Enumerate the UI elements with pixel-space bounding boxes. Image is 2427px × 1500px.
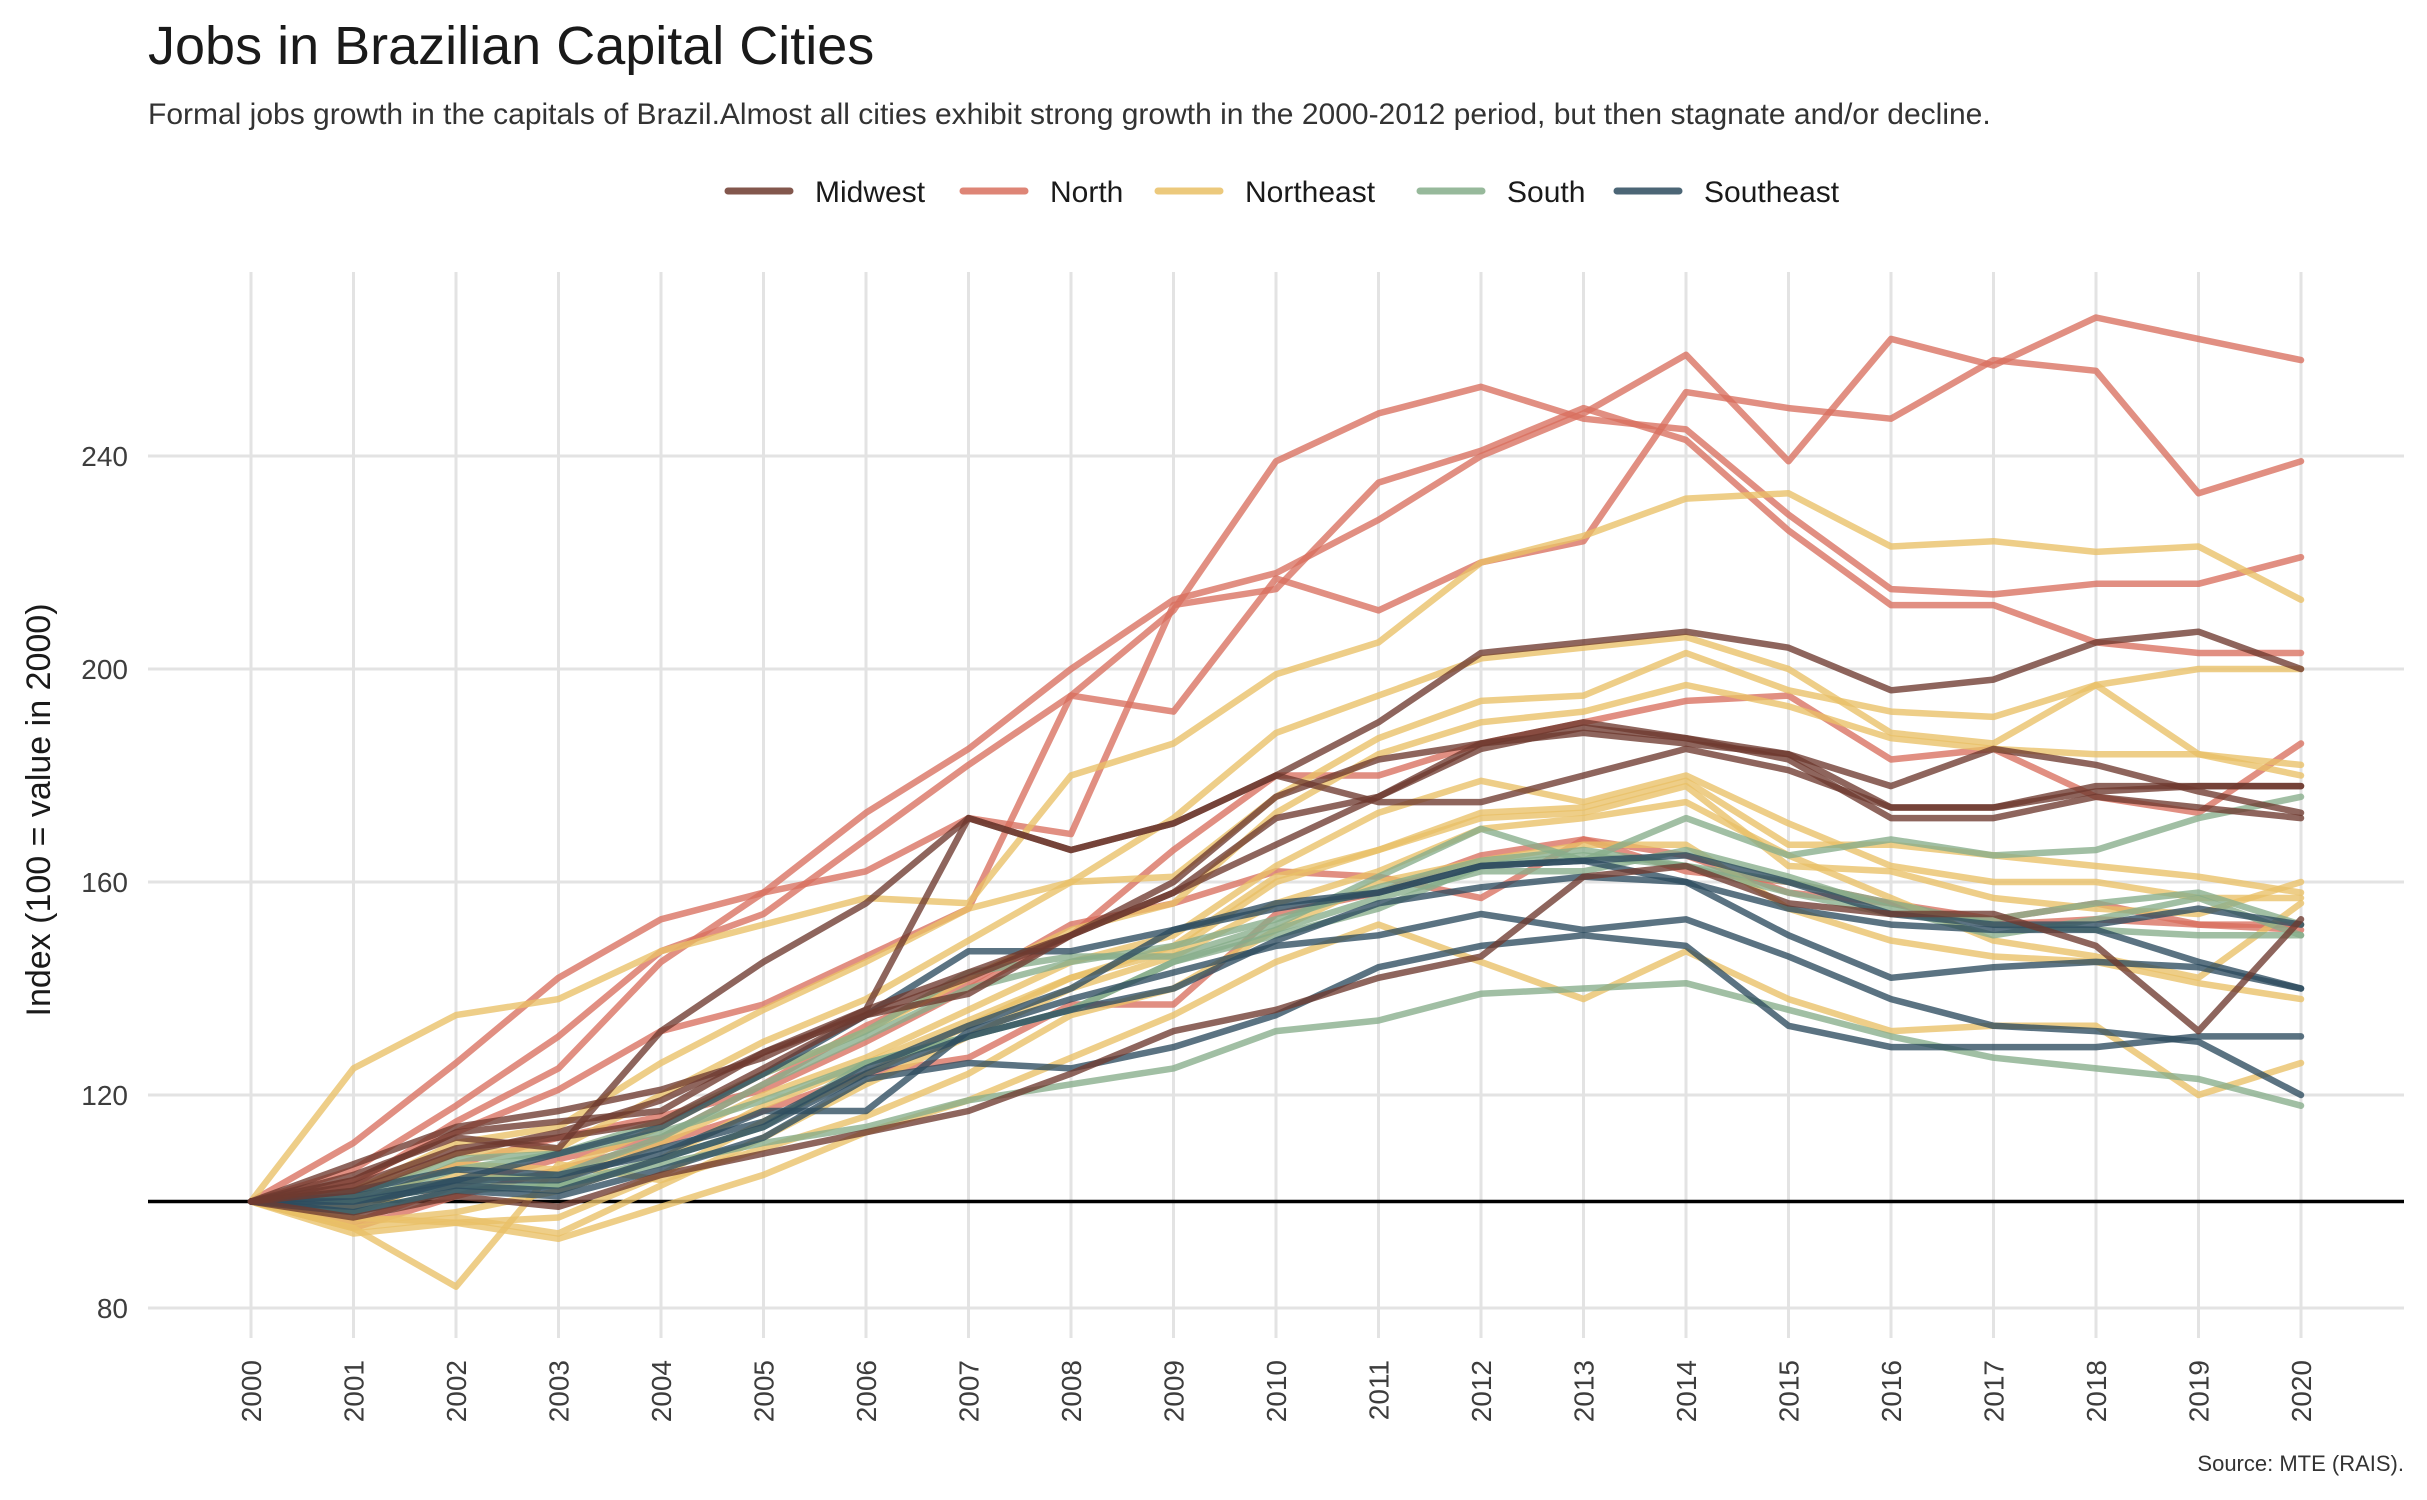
x-tick-label: 2000 [236,1360,267,1422]
x-tick-label: 2005 [749,1360,780,1422]
x-tick-label: 2004 [646,1360,677,1422]
legend-label-northeast: Northeast [1245,176,1376,209]
chart-subtitle: Formal jobs growth in the capitals of Br… [148,98,1991,131]
x-tick-label: 2013 [1569,1360,1600,1422]
y-tick-label: 80 [97,1293,128,1324]
y-axis-title: Index (100 = value in 2000) [20,603,58,1016]
x-tick-labels: 2000 2001 2002 2003 2004 2005 2006 2007 2008 2009… [236,1360,2317,1422]
legend-label-midwest: Midwest [815,176,926,209]
chart-caption: Source: MTE (RAIS). [2197,1451,2404,1476]
x-tick-label: 2020 [2286,1360,2317,1422]
x-tick-label: 2003 [544,1360,575,1422]
series-line-southeast [247,873,2305,1205]
series-line-southeast [247,852,2305,1205]
series-line-north [247,404,2305,1205]
series-line-northeast [247,921,2305,1243]
x-tick-label: 2014 [1671,1360,1702,1422]
series-line-midwest [247,724,2305,1205]
series-lines [247,314,2305,1290]
x-tick-label: 2007 [954,1360,985,1422]
y-tick-label: 120 [81,1080,128,1111]
y-tick-labels: 80 120 160 200 240 [81,441,128,1324]
x-tick-label: 2002 [441,1360,472,1422]
series-line-north [247,383,2305,1205]
x-tick-label: 2019 [2184,1360,2215,1422]
series-line-midwest [247,719,2305,1205]
x-tick-label: 2017 [1979,1360,2010,1422]
x-tick-label: 2018 [2081,1360,2112,1422]
x-tick-label: 2011 [1364,1360,1395,1420]
series-line-northeast [247,681,2305,1211]
x-tick-label: 2009 [1159,1360,1190,1422]
series-line-midwest [247,862,2305,1221]
legend-label-south: South [1507,176,1585,209]
x-tick-label: 2006 [851,1360,882,1422]
series-line-southeast [247,857,2305,1211]
chart-title: Jobs in Brazilian Capital Cities [148,16,874,76]
x-tick-label: 2008 [1056,1360,1087,1422]
legend-label-southeast: Southeast [1704,176,1840,209]
x-tick-label: 2015 [1774,1360,1805,1422]
legend-label-north: North [1050,176,1123,209]
series-line-north [247,356,2305,1205]
series-line-southeast [247,932,2305,1216]
y-tick-label: 200 [81,654,128,685]
series-line-northeast [247,490,2305,1205]
y-tick-label: 160 [81,867,128,898]
x-tick-label: 2012 [1466,1360,1497,1422]
series-line-midwest [247,729,2305,1205]
y-tick-label: 240 [81,441,128,472]
series-line-north [247,314,2305,1205]
x-tick-label: 2010 [1261,1360,1292,1422]
legend: Midwest North Northeast South Southeast [724,176,1840,209]
x-tick-label: 2001 [339,1360,370,1422]
x-tick-label: 2016 [1876,1360,1907,1422]
